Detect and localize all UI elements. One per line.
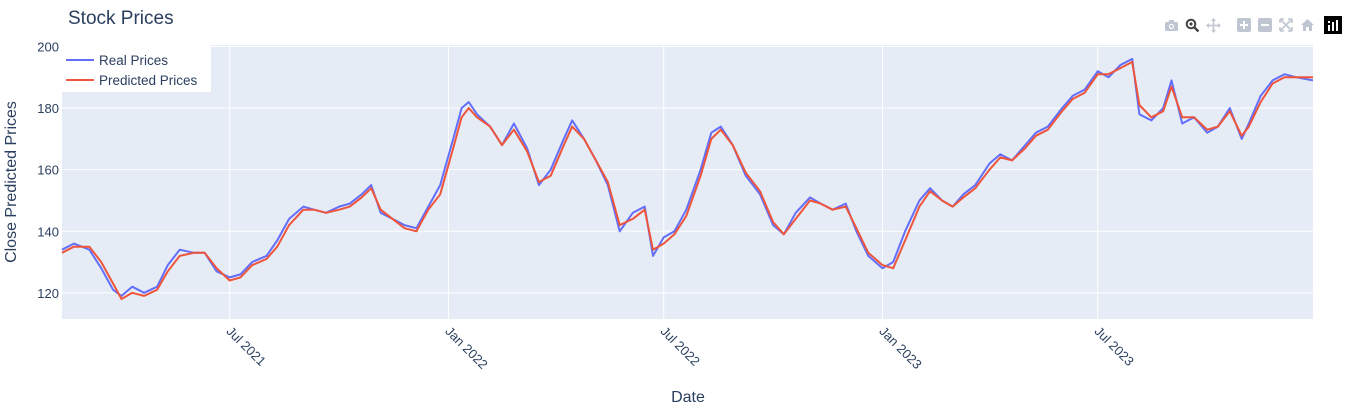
x-tick-label: Jan 2022 — [442, 324, 490, 372]
legend: Real Prices Predicted Prices — [62, 45, 211, 92]
legend-label-predicted-prices: Predicted Prices — [99, 72, 198, 88]
zoom-in-icon[interactable] — [1235, 16, 1253, 34]
y-axis-ticks: 120 140 160 180 200 — [37, 40, 59, 301]
x-axis-ticks: Jul 2021 Jan 2022 Jul 2022 Jan 2023 Jul 2023 — [224, 324, 1137, 372]
chart-title: Stock Prices — [68, 8, 174, 29]
y-tick-label: 120 — [37, 286, 59, 301]
x-tick-label: Jan 2023 — [876, 324, 924, 372]
x-tick-label: Jul 2021 — [224, 324, 269, 369]
legend-item-real-prices[interactable]: Real Prices — [66, 50, 168, 70]
series-lines — [61, 57, 1314, 300]
pan-icon[interactable] — [1204, 16, 1222, 34]
home-icon[interactable] — [1298, 16, 1316, 34]
y-axis-label: Close Predicted Prices — [3, 101, 20, 263]
y-tick-label: 160 — [37, 163, 59, 178]
plotly-logo-icon[interactable] — [1324, 16, 1342, 34]
camera-icon[interactable] — [1162, 16, 1180, 34]
x-axis-label: Date — [671, 389, 705, 406]
modebar — [1159, 14, 1345, 36]
y-tick-label: 180 — [37, 101, 59, 116]
y-tick-label: 140 — [37, 224, 59, 239]
autoscale-icon[interactable] — [1277, 16, 1295, 34]
legend-swatch-real-prices — [66, 59, 94, 61]
series-line-real-prices[interactable] — [61, 57, 1314, 297]
legend-label-real-prices: Real Prices — [99, 52, 169, 68]
plot-area[interactable] — [62, 45, 1313, 319]
series-line-predicted-prices[interactable] — [61, 60, 1313, 300]
x-tick-label: Jul 2022 — [658, 324, 703, 369]
legend-item-predicted-prices[interactable]: Predicted Prices — [66, 70, 197, 90]
gridlines — [62, 45, 1313, 319]
x-tick-label: Jul 2023 — [1092, 324, 1137, 369]
zoom-icon[interactable] — [1183, 16, 1201, 34]
zoom-out-icon[interactable] — [1256, 16, 1274, 34]
legend-swatch-predicted-prices — [66, 79, 94, 81]
y-tick-label: 200 — [37, 40, 59, 55]
